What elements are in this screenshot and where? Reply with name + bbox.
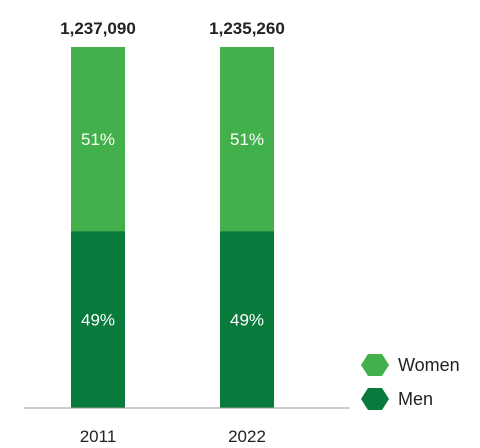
x-tick-label-2011: 2011 (80, 427, 117, 446)
legend-item-men: Men (360, 382, 460, 416)
legend-label-women: Women (398, 354, 460, 375)
legend: Women Men (360, 348, 460, 416)
bar-label-men-2011: 49% (81, 311, 115, 330)
bar-men-2011 (71, 231, 125, 408)
bar-label-women-2022: 51% (230, 130, 264, 149)
labels-group: 49% 51% 1,237,090 2011 49% 51% 1,235,260 2022 (60, 19, 285, 446)
hexagon-icon (361, 354, 389, 376)
bar-women-2022 (220, 47, 274, 232)
legend-marker-men (361, 388, 389, 410)
total-label-2022: 1,235,260 (209, 19, 285, 38)
legend-item-women: Women (360, 348, 460, 382)
bar-label-men-2022: 49% (230, 311, 264, 330)
bar-women-2011 (71, 47, 125, 232)
legend-marker-women (361, 354, 389, 376)
legend-label-men: Men (398, 388, 434, 409)
bars-group (71, 47, 274, 408)
hexagon-icon (361, 388, 389, 410)
total-label-2011: 1,237,090 (60, 19, 136, 38)
bar-men-2022 (220, 231, 274, 408)
x-tick-label-2022: 2022 (228, 427, 266, 446)
bar-label-women-2011: 51% (81, 130, 115, 149)
